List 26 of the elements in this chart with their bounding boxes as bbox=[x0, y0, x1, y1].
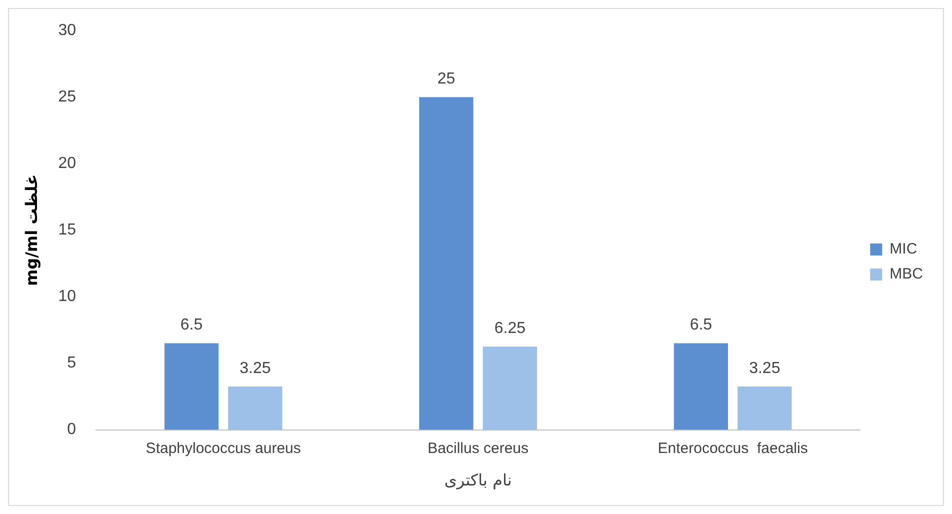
y-tick-label: 5 bbox=[67, 354, 76, 372]
data-label: 25 bbox=[437, 70, 456, 88]
data-label: 6.5 bbox=[180, 316, 203, 334]
y-tick-label: 30 bbox=[58, 22, 76, 40]
bar bbox=[738, 386, 792, 430]
y-tick-label: 15 bbox=[58, 222, 76, 239]
data-label: 3.25 bbox=[240, 360, 271, 377]
bar bbox=[419, 97, 474, 430]
legend-label: MBC bbox=[890, 266, 924, 283]
bar bbox=[674, 343, 728, 430]
bar bbox=[482, 346, 537, 430]
x-tick-label: Staphylococcus aureus bbox=[146, 440, 301, 457]
y-tick-label: 10 bbox=[58, 288, 76, 306]
x-tick-label: Bacillus cereus bbox=[428, 440, 529, 457]
x-axis-title: نام باکتری bbox=[444, 470, 512, 490]
data-label: 3.25 bbox=[749, 360, 780, 377]
legend-label: MIC bbox=[890, 240, 918, 258]
data-label: 6.5 bbox=[690, 316, 712, 334]
bar bbox=[164, 343, 219, 430]
y-axis-title: mg/ml غلظت bbox=[22, 174, 41, 286]
x-tick-label: Enterococcus faecalis bbox=[658, 440, 808, 457]
y-tick-label: 20 bbox=[58, 155, 76, 172]
y-tick-label: 0 bbox=[67, 421, 76, 438]
data-label: 6.25 bbox=[494, 320, 526, 338]
bar bbox=[228, 386, 282, 430]
y-tick-label: 25 bbox=[58, 88, 76, 106]
